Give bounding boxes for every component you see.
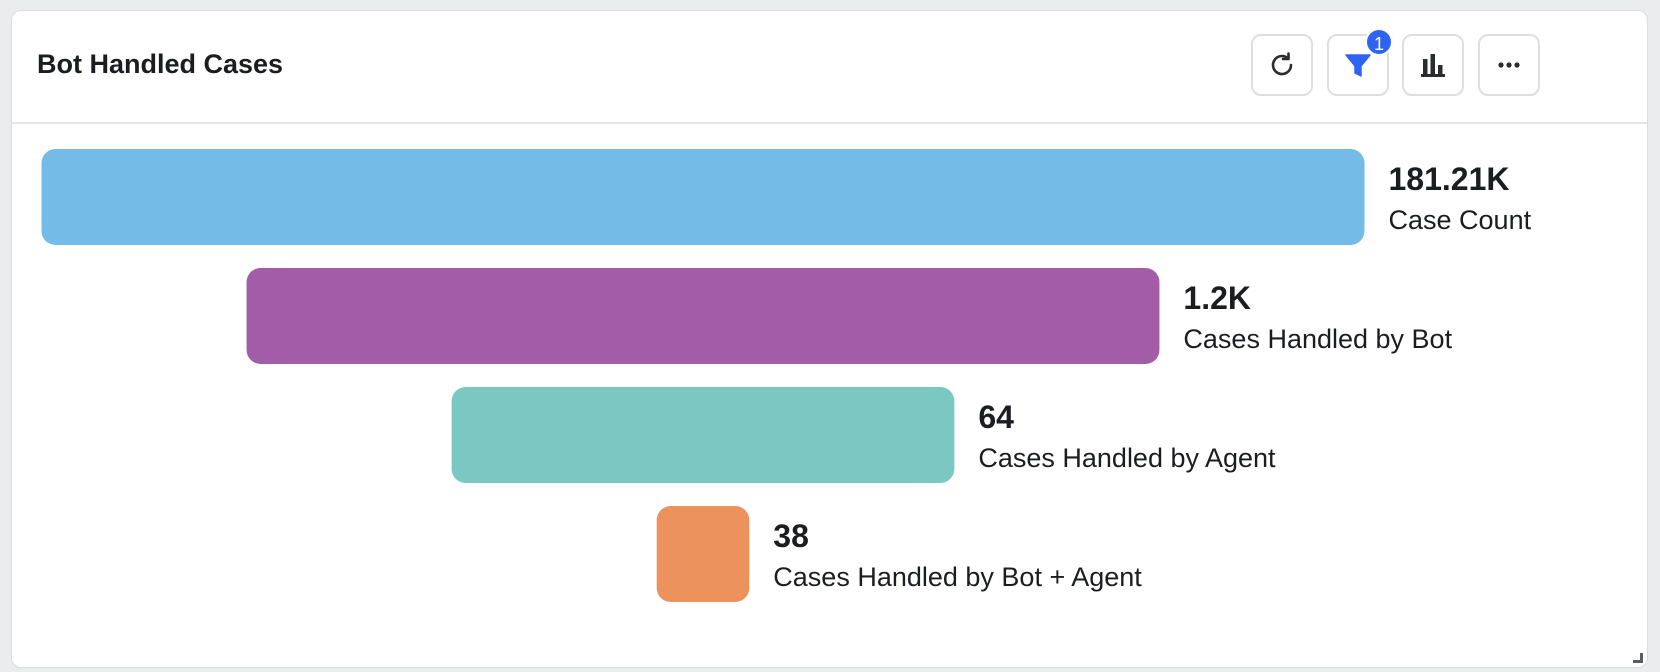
funnel-bar[interactable] bbox=[451, 387, 955, 483]
refresh-icon bbox=[1267, 50, 1297, 80]
funnel-bar[interactable] bbox=[656, 506, 750, 602]
funnel-bar[interactable] bbox=[246, 268, 1160, 364]
refresh-button[interactable] bbox=[1251, 34, 1313, 96]
funnel-category-label: Cases Handled by Agent bbox=[978, 443, 1276, 473]
funnel-chart-svg: 181.21K Case Count 1.2K Cases Handled by Bo… bbox=[41, 149, 1532, 602]
widget-card: Bot Handled Cases 1 bbox=[11, 10, 1648, 668]
funnel-category-label: Case Count bbox=[1389, 205, 1532, 235]
funnel-value-label: 64 bbox=[978, 399, 1014, 435]
funnel-category-label: Cases Handled by Bot bbox=[1183, 324, 1452, 354]
funnel-chart: 181.21K Case Count 1.2K Cases Handled by Bo… bbox=[12, 124, 1647, 667]
bar-chart-icon bbox=[1418, 50, 1448, 80]
funnel-bar[interactable] bbox=[41, 149, 1365, 245]
resize-handle[interactable] bbox=[1633, 653, 1643, 663]
filter-button[interactable]: 1 bbox=[1327, 28, 1393, 96]
funnel-value-label: 1.2K bbox=[1183, 280, 1251, 316]
funnel-category-label: Cases Handled by Bot + Agent bbox=[773, 562, 1142, 592]
widget-header: Bot Handled Cases 1 bbox=[12, 11, 1647, 124]
funnel-value-label: 38 bbox=[773, 518, 809, 554]
widget-title: Bot Handled Cases bbox=[37, 49, 284, 79]
funnel-value-label: 181.21K bbox=[1389, 161, 1510, 197]
filter-count-badge: 1 bbox=[1365, 28, 1393, 56]
more-horizontal-icon bbox=[1494, 50, 1524, 80]
chart-type-button[interactable] bbox=[1402, 34, 1464, 96]
more-options-button[interactable] bbox=[1478, 34, 1540, 96]
filter-icon bbox=[1343, 50, 1373, 80]
